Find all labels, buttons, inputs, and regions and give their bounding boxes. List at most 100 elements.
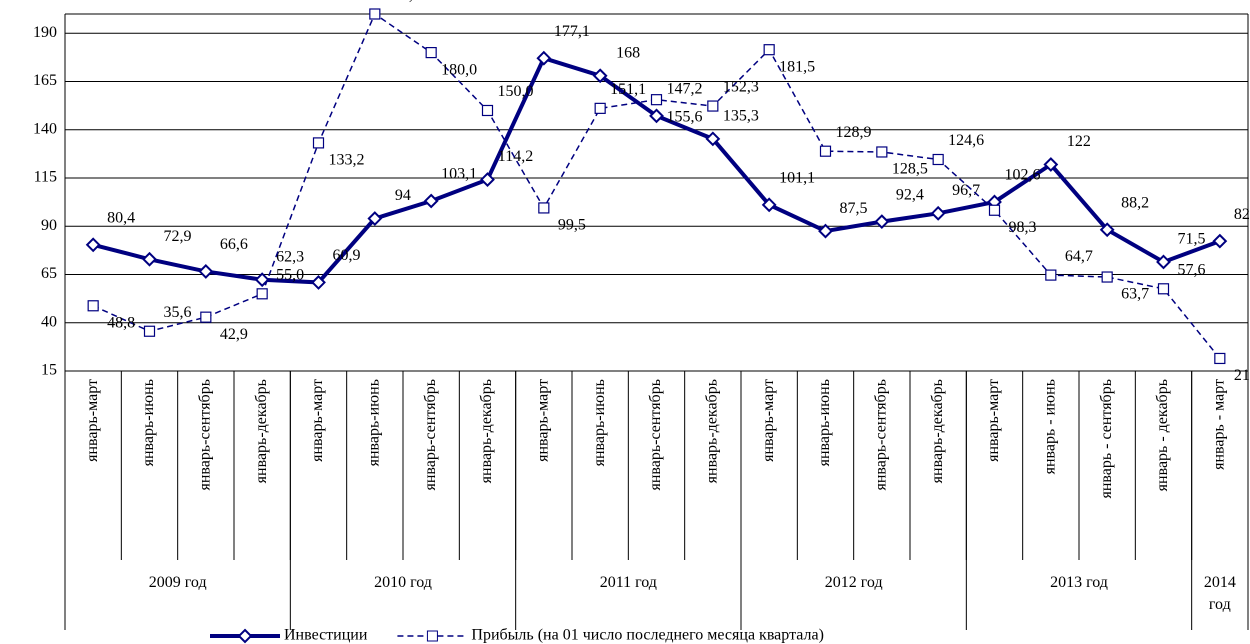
marker-diamond (1156, 254, 1171, 270)
x-tick-label: январь-декабрь (253, 379, 270, 483)
x-tick-label: январь-март (84, 379, 101, 462)
data-label: 147,2 (667, 81, 703, 98)
marker-diamond (142, 251, 157, 267)
group-label: 2014 год (1203, 574, 1236, 613)
x-tick-label: январь-сентябрь (873, 379, 890, 491)
data-label: 21,5 (1234, 367, 1250, 384)
data-label: 135,3 (723, 108, 759, 125)
group-label: 2013 год (1050, 574, 1108, 591)
x-tick-label: январь-декабрь (929, 379, 946, 483)
marker-diamond (198, 264, 214, 279)
x-tick-label: январь - сентябрь (1098, 379, 1115, 499)
data-label: 64,7 (1065, 248, 1093, 265)
x-tick-label: январь - март (1211, 379, 1228, 470)
group-label: 2010 год (374, 574, 432, 591)
legend-marker (237, 628, 253, 644)
marker-diamond (480, 172, 495, 187)
data-label: 128,5 (892, 161, 928, 178)
marker-square (988, 204, 1001, 216)
group-label-box: 2009 год (148, 574, 207, 591)
data-label: 102,6 (1005, 167, 1041, 184)
data-label: 103,1 (441, 166, 477, 183)
marker-square (876, 146, 888, 158)
data-label: 62,3 (276, 248, 304, 265)
marker-diamond (423, 193, 439, 209)
marker-square (1101, 271, 1113, 283)
line-dashed (92, 12, 1221, 359)
data-label: 80,4 (107, 209, 135, 226)
data-label: 87,5 (840, 200, 868, 217)
marker-square (200, 311, 212, 323)
marker-square (256, 288, 268, 300)
x-tick-label: январь-декабрь (704, 379, 721, 483)
data-label: 35,6 (164, 304, 192, 321)
data-label: 55,0 (276, 266, 304, 283)
data-label: 99,5 (558, 217, 586, 234)
marker-diamond (311, 275, 326, 290)
group-label-box: 2010 год (374, 574, 432, 591)
data-label: 42,9 (220, 326, 248, 343)
x-tick-label: январь-март (760, 379, 777, 462)
y-tick-label: 40 (41, 313, 57, 330)
x-tick-label: январь - июнь (1042, 379, 1059, 474)
y-tick-label: 115 (34, 169, 57, 186)
marker-square (650, 94, 663, 106)
data-label: 122 (1067, 133, 1091, 150)
legend-label: Прибыль (на 01 число последнего месяца к… (471, 627, 823, 644)
data-label: 128,9 (836, 124, 872, 141)
data-label: 168 (616, 44, 640, 61)
data-label: 200,0 (385, 0, 421, 4)
marker-square (538, 202, 550, 214)
data-label: 152,3 (723, 79, 759, 96)
x-tick-label: январь-март (985, 379, 1002, 462)
marker-diamond (649, 108, 664, 124)
marker-square (819, 145, 832, 157)
data-label: 150,0 (498, 83, 534, 100)
marker-diamond (1099, 222, 1115, 238)
data-label: 151,1 (610, 81, 646, 98)
data-label: 124,6 (948, 132, 984, 149)
x-tick-label: январь-июнь (591, 379, 608, 466)
data-label: 88,2 (1121, 194, 1149, 211)
x-tick-label: январь-декабрь (478, 379, 495, 483)
data-label: 66,6 (220, 236, 248, 253)
marker-diamond (705, 131, 721, 147)
marker-square (369, 8, 381, 20)
y-tick-label: 15 (41, 362, 57, 379)
marker-square (1214, 352, 1226, 365)
group-label: 2011 год (599, 574, 657, 591)
group-label: 2012 год (824, 574, 883, 591)
legend-label: Инвестиции (284, 627, 368, 644)
data-label: 181,5 (779, 58, 815, 75)
marker-square (87, 300, 99, 312)
x-tick-label: январь - декабрь (1154, 379, 1171, 491)
data-label: 114,2 (498, 148, 533, 165)
data-label: 82,3 (1234, 206, 1250, 223)
marker-diamond (761, 197, 777, 213)
marker-diamond (254, 272, 270, 288)
marker-diamond (930, 205, 946, 221)
data-label: 48,8 (107, 314, 135, 331)
marker-diamond (818, 223, 833, 239)
marker-square (312, 137, 325, 149)
y-tick-label: 190 (33, 24, 57, 41)
x-tick-label: январь-сентябрь (197, 379, 214, 491)
legend-marker (426, 630, 438, 642)
marker-square (481, 104, 494, 117)
marker-diamond (592, 68, 608, 84)
y-tick-label: 165 (33, 72, 57, 89)
data-label: 98,3 (1009, 219, 1037, 236)
group-label: 2009 год (148, 574, 207, 591)
data-label: 92,4 (896, 186, 924, 203)
x-tick-label: январь-сентябрь (647, 379, 664, 491)
marker-square (932, 153, 944, 166)
y-tick-label: 65 (41, 265, 57, 282)
marker-diamond (367, 211, 383, 226)
group-label-box: 2013 год (1050, 574, 1108, 591)
x-tick-label: январь-июнь (366, 379, 383, 466)
data-label: 133,2 (329, 152, 365, 169)
y-tick-label: 140 (33, 120, 57, 137)
marker-square (594, 102, 606, 114)
marker-diamond (536, 50, 552, 66)
